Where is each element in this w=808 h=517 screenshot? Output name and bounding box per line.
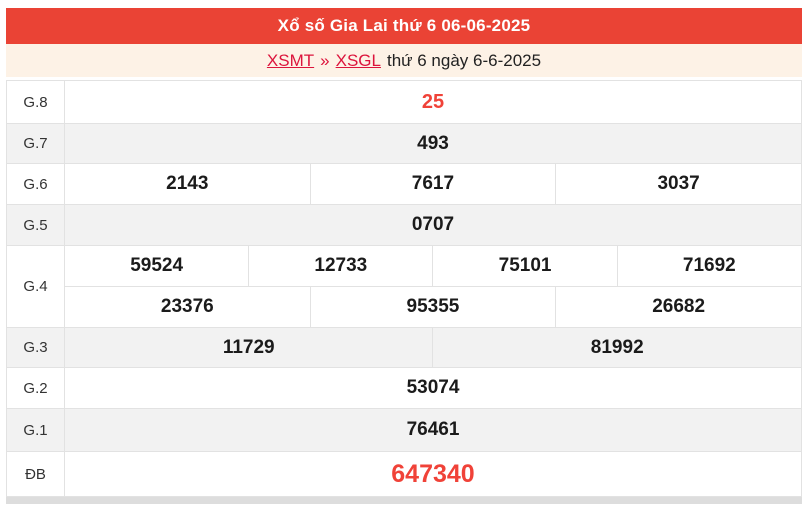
prize-number: 59524 <box>63 245 250 287</box>
prize-number: 12733 <box>248 245 434 287</box>
prize-label-g4: G.4 <box>6 245 65 328</box>
prize-row-g8: G.8 25 <box>6 80 802 124</box>
prize-label-g8: G.8 <box>6 80 65 124</box>
prize-number: 25 <box>64 80 802 124</box>
prize-number: 2143 <box>64 163 311 205</box>
prize-label-g2: G.2 <box>6 367 65 409</box>
prize-row-g1: G.1 76461 <box>6 408 802 452</box>
prize-row-g4-line2: 23376 95355 26682 <box>7 286 802 328</box>
breadcrumb-link-xsmt[interactable]: XSMT <box>266 50 315 70</box>
prize-label-db: ĐB <box>6 451 65 497</box>
breadcrumb-separator: » <box>320 50 330 70</box>
prize-number: 493 <box>64 123 802 164</box>
breadcrumb: XSMT » XSGL thứ 6 ngày 6-6-2025 <box>6 44 802 77</box>
prize-number: 7617 <box>309 163 557 205</box>
prize-number: 0707 <box>64 204 802 246</box>
prize-label-g5: G.5 <box>6 204 65 246</box>
prize-number: 23376 <box>64 286 311 328</box>
prize-row-g3: G.3 11729 81992 <box>6 327 802 368</box>
prize-label-g3: G.3 <box>6 327 65 368</box>
results-table: G.8 25 G.7 493 G.6 2143 7617 3037 G.5 07… <box>6 80 803 497</box>
prize-number-jackpot: 647340 <box>64 451 802 497</box>
bottom-divider <box>6 497 802 504</box>
prize-label-g7: G.7 <box>6 123 65 164</box>
prize-row-g2: G.2 53074 <box>6 367 802 409</box>
prize-row-g4-line1: G.4 59524 12733 75101 71692 <box>6 245 803 328</box>
lottery-title-bar: Xổ số Gia Lai thứ 6 06-06-2025 <box>6 8 802 44</box>
prize-row-g7: G.7 493 <box>6 123 802 164</box>
prize-row-g6: G.6 2143 7617 3037 <box>6 163 802 205</box>
prize-label-g6: G.6 <box>6 163 65 205</box>
prize-number: 76461 <box>64 408 802 452</box>
prize-number: 3037 <box>555 163 802 205</box>
prize-number: 95355 <box>309 286 557 328</box>
prize-row-db: ĐB 647340 <box>6 451 802 497</box>
prize-label-g1: G.1 <box>6 408 65 452</box>
breadcrumb-date-text: thứ 6 ngày 6-6-2025 <box>386 50 542 70</box>
lottery-results-page: Xổ số Gia Lai thứ 6 06-06-2025 XSMT » XS… <box>6 8 803 504</box>
page-title: Xổ số Gia Lai thứ 6 06-06-2025 <box>277 16 531 35</box>
prize-number: 53074 <box>64 367 802 409</box>
prize-number: 75101 <box>432 245 618 287</box>
prize-number: 11729 <box>63 327 434 368</box>
prize-number: 26682 <box>555 286 802 328</box>
prize-number: 81992 <box>432 327 802 368</box>
prize-number: 71692 <box>616 245 803 287</box>
breadcrumb-link-xsgl[interactable]: XSGL <box>335 50 381 70</box>
prize-row-g5: G.5 0707 <box>6 204 802 246</box>
